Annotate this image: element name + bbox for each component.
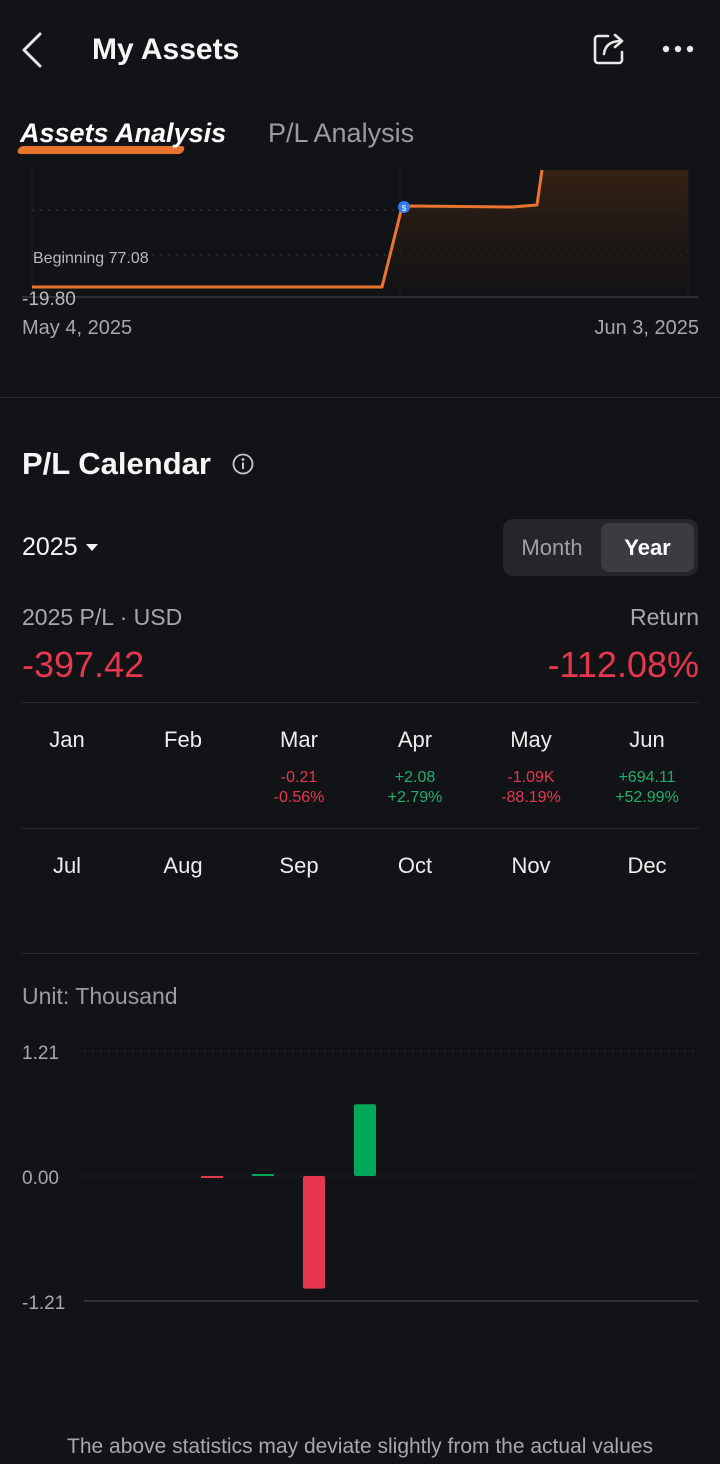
chart-start-date: May 4, 2025	[22, 317, 133, 339]
monthly-pl-bar-chart: 1.21 0.00 -1.21	[0, 1030, 720, 1330]
month-cell-feb[interactable]: Feb	[125, 727, 241, 753]
month-cell-jun[interactable]: Jun +694.11 +52.99%	[589, 727, 705, 807]
month-name: Mar	[280, 727, 318, 752]
calendar-divider-top	[22, 702, 698, 703]
info-icon	[232, 453, 254, 475]
month-pl-value: -0.21	[280, 769, 318, 786]
tab-pl-analysis[interactable]: P/L Analysis	[268, 118, 415, 148]
month-cell-jan[interactable]: Jan	[9, 727, 125, 753]
toggle-month[interactable]: Month	[521, 535, 583, 560]
share-button[interactable]	[590, 30, 628, 68]
share-icon	[593, 33, 624, 65]
deposit-marker-icon[interactable]	[398, 201, 410, 213]
month-name: Feb	[164, 727, 202, 752]
min-value-label: -19.80	[22, 289, 76, 310]
chart-unit-label: Unit: Thousand	[22, 983, 178, 1009]
month-cell-nov[interactable]: Nov	[473, 853, 589, 879]
pl-summary-value: -397.42	[22, 644, 145, 685]
disclaimer-note: The above statistics may deviate slightl…	[67, 1435, 653, 1458]
back-button[interactable]	[18, 30, 50, 70]
month-pl-value: -1.09K	[507, 769, 555, 786]
month-return-value: +2.79%	[387, 789, 443, 806]
section-divider	[0, 397, 720, 398]
bar-chart-svg: 1.21 0.00 -1.21	[22, 1043, 698, 1314]
bar-apr[interactable]	[252, 1174, 274, 1176]
month-name: Jan	[49, 727, 85, 752]
month-pl-value: +2.08	[394, 769, 436, 786]
month-cell-oct[interactable]: Oct	[357, 853, 473, 879]
month-cell-dec[interactable]: Dec	[589, 853, 705, 879]
analysis-tabs: Assets Analysis P/L Analysis	[0, 110, 720, 160]
toggle-year[interactable]: Year	[601, 523, 694, 572]
y-tick-label: -1.21	[22, 1293, 65, 1314]
assets-line-chart: $ Beginning 77.08 -19.80	[0, 160, 720, 310]
y-tick-label: 0.00	[22, 1168, 59, 1189]
calendar-divider-bottom	[22, 953, 698, 954]
info-button[interactable]	[232, 453, 254, 475]
month-name: Oct	[397, 853, 433, 878]
year-dropdown-value: 2025	[22, 533, 78, 561]
return-summary-value: -112.08%	[547, 644, 699, 685]
more-button[interactable]	[660, 34, 700, 64]
month-cell-apr[interactable]: Apr +2.08 +2.79%	[357, 727, 473, 807]
bar-jun[interactable]	[354, 1104, 376, 1176]
header: My Assets	[0, 0, 720, 100]
month-name: Dec	[627, 853, 667, 878]
assets-chart-svg: $	[22, 169, 698, 298]
svg-text:$: $	[402, 204, 407, 213]
month-cell-may[interactable]: May -1.09K -88.19%	[473, 727, 589, 807]
more-horizontal-icon	[662, 45, 694, 53]
month-name: Aug	[163, 853, 203, 878]
year-dropdown[interactable]: 2025	[22, 533, 98, 562]
month-return-value: -88.19%	[501, 789, 561, 806]
month-cell-sep[interactable]: Sep	[241, 853, 357, 879]
chart-end-date: Jun 3, 2025	[594, 317, 699, 339]
month-pl-value: +694.11	[618, 769, 676, 786]
page-title: My Assets	[92, 33, 240, 66]
chevron-left-icon	[22, 32, 42, 68]
month-cell-jul[interactable]: Jul	[9, 853, 125, 879]
month-return-value: +52.99%	[615, 789, 679, 806]
month-name: Nov	[511, 853, 551, 878]
month-return-value: -0.56%	[273, 789, 325, 806]
month-name: May	[510, 727, 552, 752]
pl-summary-label: 2025 P/L · USD	[22, 604, 183, 630]
assets-area-fill	[382, 170, 688, 288]
calendar-divider-mid	[22, 828, 698, 829]
month-cell-aug[interactable]: Aug	[125, 853, 241, 879]
month-name: Apr	[397, 727, 433, 752]
view-toggle: Month Year	[503, 519, 698, 576]
month-cell-mar[interactable]: Mar -0.21 -0.56%	[241, 727, 357, 807]
bar-may[interactable]	[303, 1176, 325, 1289]
month-name: Sep	[279, 853, 319, 878]
month-name: Jun	[629, 727, 665, 752]
assets-line	[32, 169, 544, 289]
month-name: Jul	[52, 853, 82, 878]
bar-mar[interactable]	[201, 1176, 223, 1178]
caret-down-icon	[85, 544, 98, 551]
y-tick-label: 1.21	[22, 1043, 59, 1064]
return-summary-label: Return	[629, 604, 699, 630]
beginning-value-label: Beginning 77.08	[33, 250, 149, 267]
tab-assets-analysis[interactable]: Assets Analysis	[20, 118, 227, 148]
pl-calendar-title: P/L Calendar	[22, 446, 211, 481]
